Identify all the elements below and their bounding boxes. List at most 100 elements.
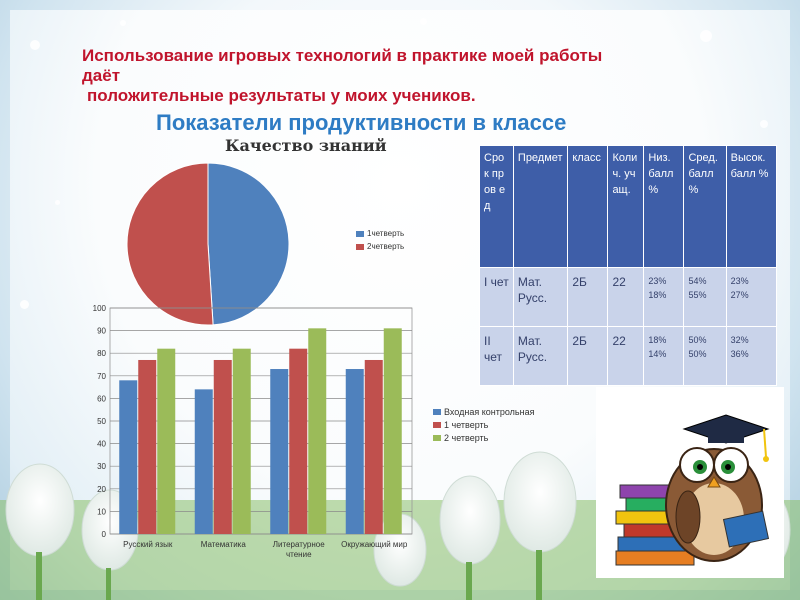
slide-subheading: Показатели продуктивности в классе bbox=[156, 110, 567, 135]
header-count: Колич. учащ. bbox=[607, 145, 645, 268]
header-subject: Предмет bbox=[512, 145, 569, 268]
cell-class: 2Б bbox=[567, 326, 609, 386]
sparkle bbox=[420, 18, 427, 25]
heading-line-3: положительные результаты у моих учеников… bbox=[87, 86, 476, 105]
sparkle bbox=[55, 200, 60, 205]
legend-swatch bbox=[433, 409, 441, 415]
bar-legend-label: Входная контрольная bbox=[444, 407, 535, 417]
x-tick-label: Литературное bbox=[273, 540, 325, 549]
pie-slice bbox=[126, 162, 214, 326]
pie-legend-label: 1четверть bbox=[367, 229, 405, 238]
bar bbox=[270, 369, 289, 534]
cell-term: I чет bbox=[479, 267, 514, 327]
cell-value: 54% bbox=[688, 276, 707, 286]
pie-legend: 1четверть 2четверть bbox=[356, 229, 404, 255]
cell-high: 23% 27% bbox=[725, 267, 778, 327]
cell-mid: 54% 55% bbox=[683, 267, 727, 327]
bar-chart: 0 10 20 30 40 50 60 70 80 90 100 Русский язык Матема… bbox=[93, 304, 413, 559]
bar bbox=[232, 348, 251, 534]
y-tick-label: 0 bbox=[102, 530, 107, 539]
heading-line-2: даёт bbox=[82, 66, 121, 85]
y-tick-label: 60 bbox=[97, 394, 106, 403]
cell-value: Мат. bbox=[517, 334, 542, 348]
sparkle bbox=[120, 20, 126, 26]
bar-legend-item: 2 четверть bbox=[433, 433, 534, 443]
bar bbox=[157, 348, 176, 534]
cell-count: 22 bbox=[607, 267, 645, 327]
cell-value: 50% bbox=[688, 349, 707, 359]
table-row: II чет Мат. Русс. 2Б 22 18% 14% 50% 50% 32%… bbox=[479, 326, 778, 386]
cell-value: 23% bbox=[730, 276, 749, 286]
y-tick-label: 10 bbox=[97, 507, 106, 516]
x-tick-label: чтение bbox=[286, 550, 312, 559]
cell-value: Мат. bbox=[517, 275, 542, 289]
cell-low: 18% 14% bbox=[643, 326, 685, 386]
cell-value: Русс. bbox=[517, 291, 548, 305]
bar bbox=[194, 389, 213, 534]
bar bbox=[308, 328, 327, 534]
cell-value: 18% bbox=[648, 335, 667, 345]
y-tick-label: 20 bbox=[97, 485, 106, 494]
heading-line-1: Использование игровых технологий в практ… bbox=[82, 46, 603, 65]
pie-legend-item: 2четверть bbox=[356, 242, 404, 251]
cell-subject: Мат. Русс. bbox=[512, 267, 569, 327]
pie-slice bbox=[207, 162, 290, 326]
header-low: Низ. балл % bbox=[643, 145, 685, 268]
cell-value: Русс. bbox=[517, 350, 548, 364]
bar bbox=[138, 359, 157, 534]
x-tick-label: Математика bbox=[201, 540, 247, 549]
cell-class: 2Б bbox=[567, 267, 609, 327]
bar bbox=[345, 369, 364, 534]
bar bbox=[119, 380, 138, 534]
legend-swatch bbox=[433, 435, 441, 441]
cell-value: 27% bbox=[730, 290, 749, 300]
pie-legend-item: 1четверть bbox=[356, 229, 404, 238]
sparkle bbox=[700, 30, 712, 42]
x-tick-label: Окружающий мир bbox=[341, 540, 408, 549]
bar bbox=[289, 348, 308, 534]
bar-legend-item: 1 четверть bbox=[433, 420, 534, 430]
legend-swatch bbox=[356, 243, 364, 250]
x-tick-label: Русский язык bbox=[123, 540, 173, 549]
cell-value: 55% bbox=[688, 290, 707, 300]
table-header-row: Срок пров ед Предмет класс Колич. учащ. … bbox=[479, 145, 778, 268]
cell-value: 18% bbox=[648, 290, 667, 300]
results-table: Срок пров ед Предмет класс Колич. учащ. … bbox=[479, 145, 778, 386]
cell-value: 14% bbox=[648, 349, 667, 359]
bar-legend-label: 1 четверть bbox=[444, 420, 489, 430]
cell-count: 22 bbox=[607, 326, 645, 386]
legend-swatch bbox=[356, 230, 364, 237]
sparkle bbox=[30, 40, 40, 50]
table-row: I чет Мат. Русс. 2Б 22 23% 18% 54% 55% 23% 2… bbox=[479, 267, 778, 327]
bar bbox=[364, 359, 383, 534]
sparkle bbox=[20, 300, 29, 309]
owl-with-books-illustration bbox=[596, 387, 784, 578]
header-term: Срок пров ед bbox=[479, 145, 514, 268]
y-tick-label: 70 bbox=[97, 372, 106, 381]
y-tick-label: 100 bbox=[93, 304, 107, 313]
legend-swatch bbox=[433, 422, 441, 428]
bar bbox=[213, 359, 232, 534]
cell-value: 36% bbox=[730, 349, 749, 359]
header-class: класс bbox=[567, 145, 609, 268]
pie-chart bbox=[126, 162, 290, 326]
cell-mid: 50% 50% bbox=[683, 326, 727, 386]
cell-low: 23% 18% bbox=[643, 267, 685, 327]
sparkle bbox=[760, 120, 768, 128]
y-tick-label: 40 bbox=[97, 440, 106, 449]
cell-high: 32% 36% bbox=[725, 326, 778, 386]
cell-value: 50% bbox=[688, 335, 707, 345]
cell-value: 32% bbox=[730, 335, 749, 345]
y-tick-label: 80 bbox=[97, 349, 106, 358]
cell-term: II чет bbox=[479, 326, 514, 386]
slide-heading: Использование игровых технологий в практ… bbox=[82, 46, 702, 106]
pie-legend-label: 2четверть bbox=[367, 242, 405, 251]
bar-legend-item: Входная контрольная bbox=[433, 407, 534, 417]
cell-value: 23% bbox=[648, 276, 667, 286]
bar-legend-label: 2 четверть bbox=[444, 433, 489, 443]
bar bbox=[383, 328, 402, 534]
header-mid: Сред. балл % bbox=[683, 145, 727, 268]
y-tick-label: 90 bbox=[97, 327, 106, 336]
pie-chart-title: Качество знаний bbox=[225, 136, 387, 155]
y-tick-label: 30 bbox=[97, 462, 106, 471]
